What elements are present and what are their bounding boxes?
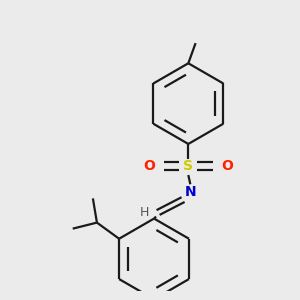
Text: O: O (221, 159, 233, 173)
Text: O: O (144, 159, 155, 173)
Text: N: N (184, 185, 196, 200)
Text: S: S (183, 159, 193, 173)
Text: H: H (139, 206, 148, 219)
